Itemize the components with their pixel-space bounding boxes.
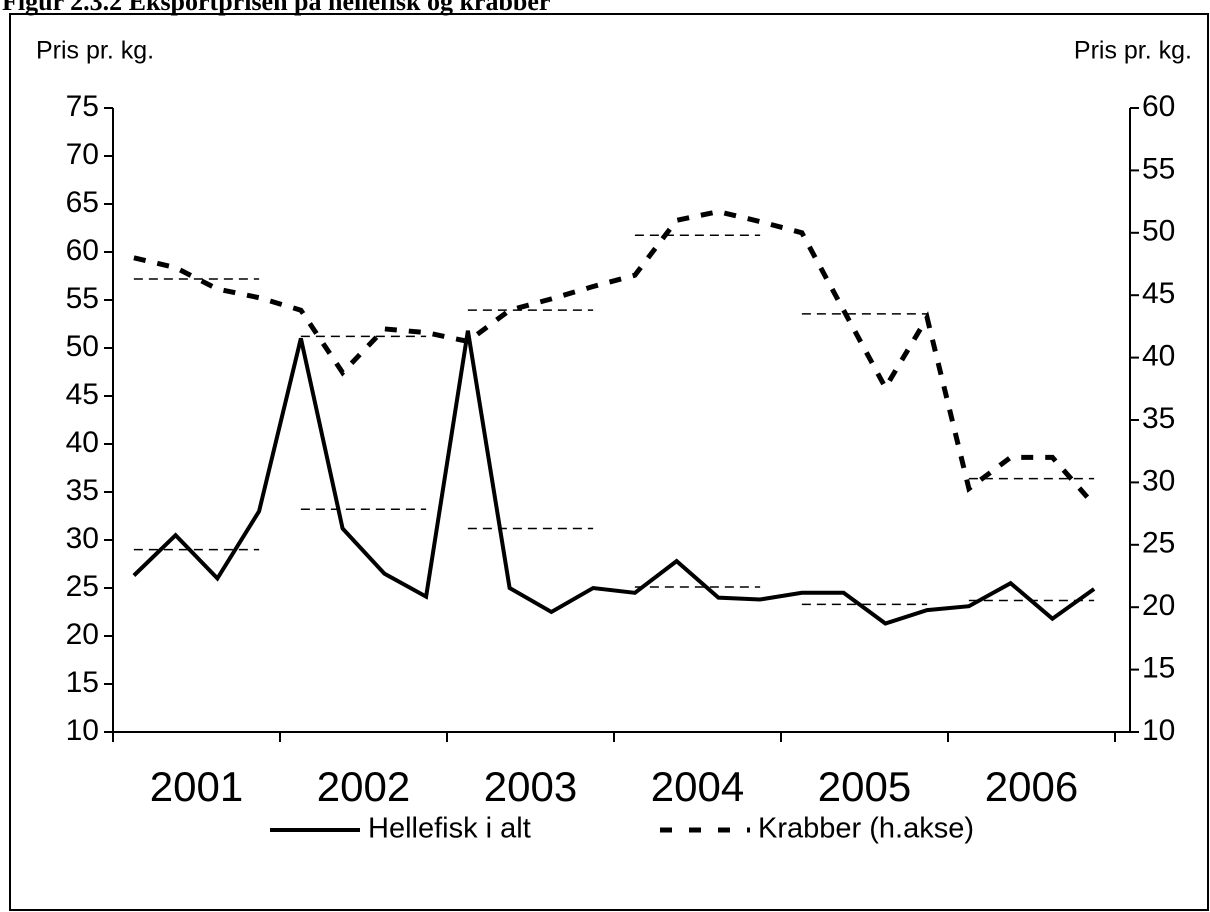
series-line	[132, 330, 1096, 626]
x-tick-label: 2002	[317, 763, 410, 810]
y2-tick-label: 30	[1142, 464, 1175, 497]
y-tick-label: 15	[66, 666, 99, 699]
y2-tick-label: 20	[1142, 589, 1175, 622]
y-tick-label: 35	[66, 474, 99, 507]
y-tick-label: 40	[66, 426, 99, 459]
y-tick-label: 25	[66, 570, 99, 603]
y-tick-label: 10	[66, 714, 99, 747]
y-tick-label: 30	[66, 522, 99, 555]
y-tick-label: 70	[66, 138, 99, 171]
y-tick-label: 50	[66, 330, 99, 363]
x-tick-label: 2003	[484, 763, 577, 810]
y-tick-label: 45	[66, 378, 99, 411]
y-tick-label: 20	[66, 618, 99, 651]
legend-label: Krabber (h.akse)	[758, 813, 974, 845]
y2-tick-label: 60	[1142, 90, 1175, 123]
y2-tick-label: 50	[1142, 215, 1175, 248]
y2-tick-label: 55	[1142, 152, 1175, 185]
x-tick-label: 2005	[818, 763, 911, 810]
x-tick-label: 2006	[985, 763, 1078, 810]
x-tick-label: 2001	[150, 763, 243, 810]
y2-axis-title: Pris pr. kg.	[1074, 37, 1192, 65]
legend-label: Hellefisk i alt	[368, 813, 531, 845]
y-tick-label: 60	[66, 234, 99, 267]
y2-tick-label: 40	[1142, 340, 1175, 373]
x-tick-label: 2004	[651, 763, 744, 810]
y-tick-label: 75	[66, 90, 99, 123]
y2-tick-label: 35	[1142, 402, 1175, 435]
y-tick-label: 55	[66, 282, 99, 315]
series-line	[133, 209, 1096, 507]
y2-tick-label: 25	[1142, 527, 1175, 560]
y2-tick-label: 45	[1142, 277, 1175, 310]
chart-title: Figur 2.3.2 Eksportprisen på hellefisk o…	[2, 0, 550, 16]
y-axis-title: Pris pr. kg.	[36, 37, 154, 65]
y2-tick-label: 10	[1142, 714, 1175, 747]
y2-tick-label: 15	[1142, 652, 1175, 685]
y-tick-label: 65	[66, 186, 99, 219]
